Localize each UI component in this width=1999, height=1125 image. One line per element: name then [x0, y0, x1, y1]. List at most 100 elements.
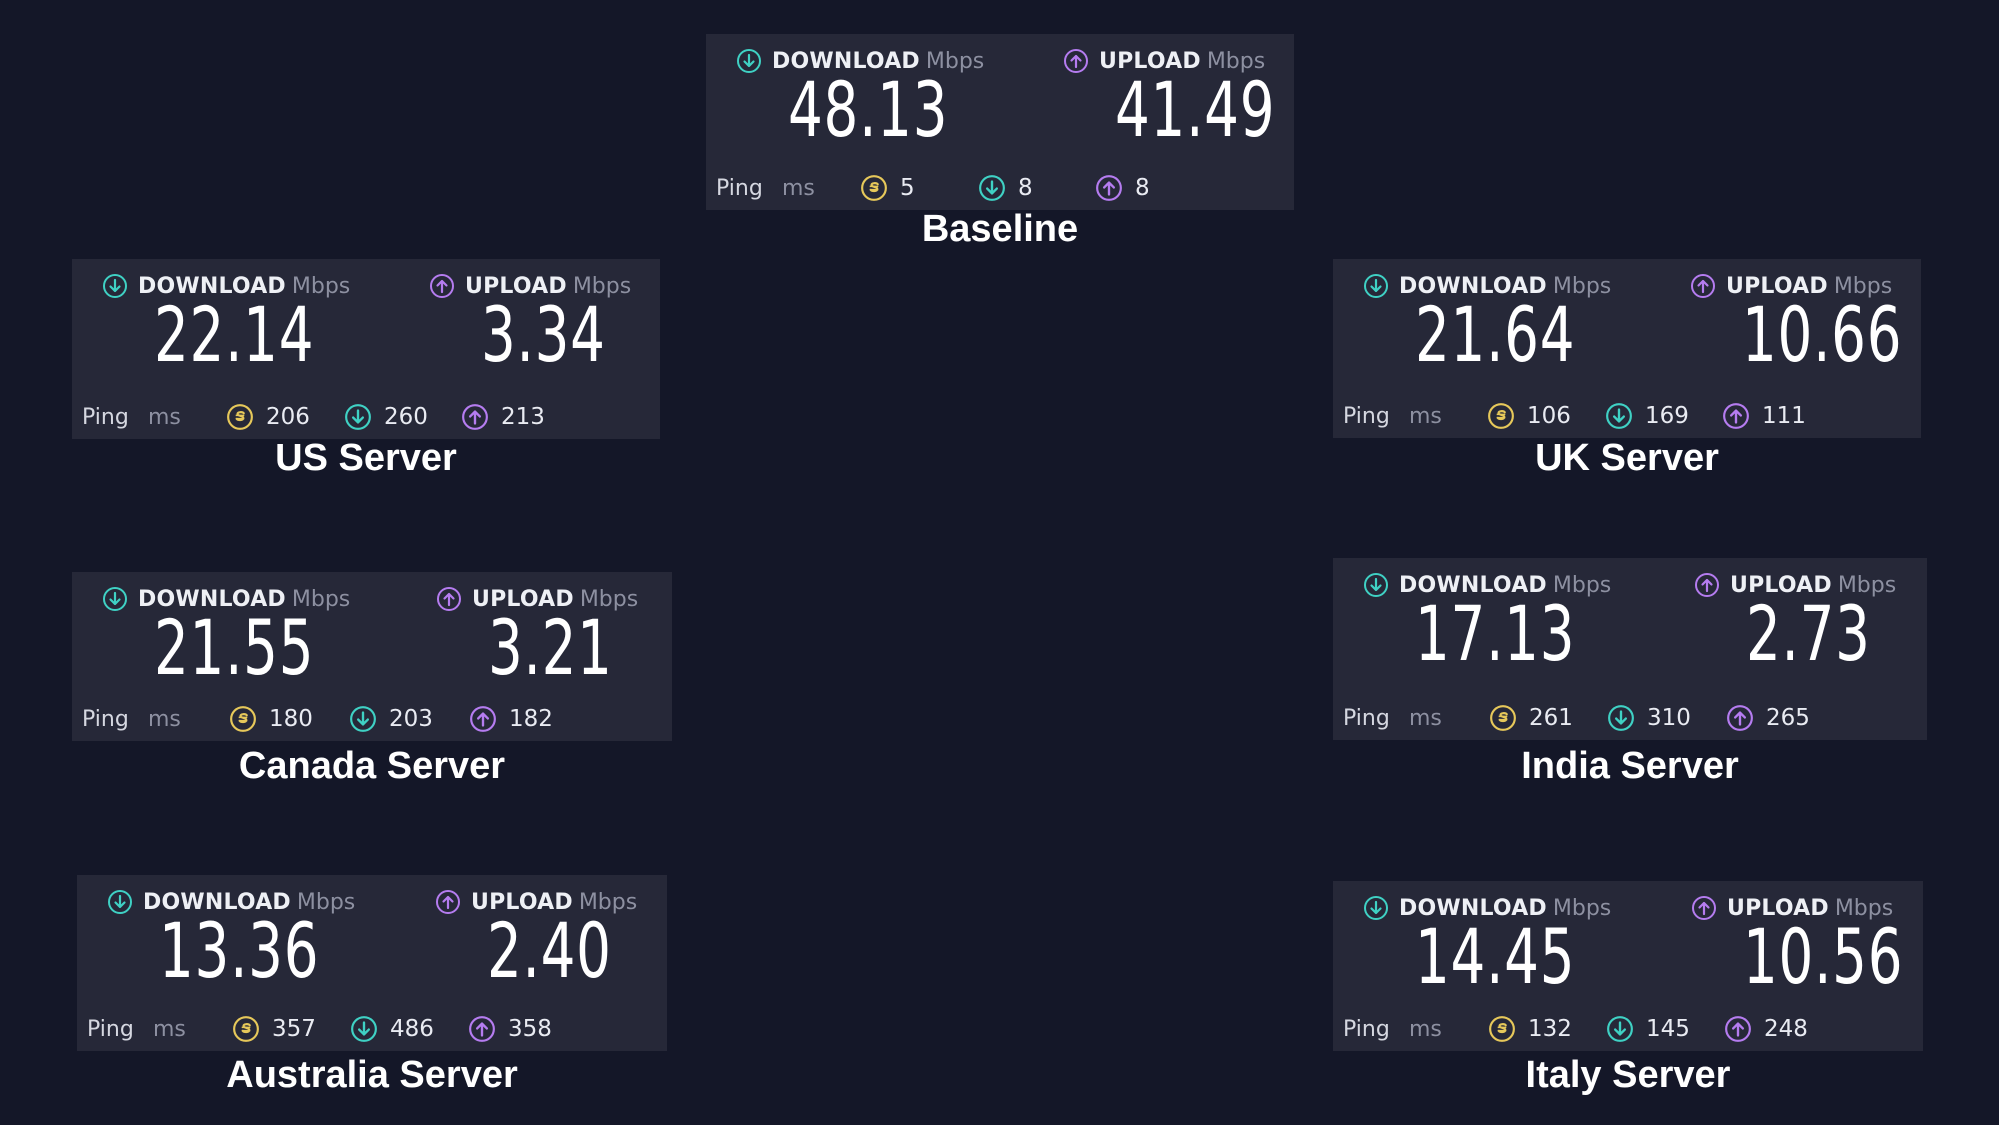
download-ping-icon: [1605, 402, 1633, 430]
ping-upload: 248: [1724, 1015, 1808, 1043]
ping-download-value: 310: [1647, 705, 1691, 731]
ping-upload: 265: [1726, 704, 1810, 732]
upload-ping-icon: [1722, 402, 1750, 430]
ping-upload: 358: [468, 1015, 552, 1043]
ping-download-value: 8: [1018, 175, 1033, 201]
upload-label: UPLOAD: [1099, 48, 1201, 74]
jitter-icon: [1487, 402, 1515, 430]
upload-speed-value: 3.34: [481, 290, 606, 379]
ping-value: 206: [266, 404, 310, 430]
upload-speed-value: 41.49: [1115, 65, 1276, 154]
ping-download: 169: [1605, 402, 1689, 430]
download-speed-value: 17.13: [1415, 589, 1576, 678]
upload-icon: [1063, 48, 1089, 74]
upload-speed-value: 10.56: [1743, 912, 1904, 1001]
upload-ping-icon: [468, 1015, 496, 1043]
caption-canada: Canada Server: [238, 745, 506, 787]
result-card-uk: DOWNLOAD Mbps 21.64 UPLOAD Mbps 10.66 Pi…: [1333, 259, 1921, 438]
upload-ping-icon: [1724, 1015, 1752, 1043]
ping-label: Ping: [716, 176, 763, 201]
ping-value: 180: [269, 706, 313, 732]
result-card-us: DOWNLOAD Mbps 22.14 UPLOAD Mbps 3.34 Pin…: [72, 259, 660, 439]
ping-upload-value: 248: [1764, 1016, 1808, 1042]
jitter-icon: [860, 174, 888, 202]
upload-icon: [1691, 895, 1717, 921]
ping-row: Ping ms 106 169 111: [1343, 400, 1911, 434]
upload-unit: Mbps: [1837, 572, 1897, 598]
ping-download-value: 260: [384, 404, 428, 430]
caption-australia: Australia Server: [226, 1054, 518, 1096]
ping-label: Ping: [87, 1017, 134, 1042]
ping-download-value: 486: [390, 1016, 434, 1042]
ping-value: 132: [1528, 1016, 1572, 1042]
upload-unit: Mbps: [1833, 273, 1893, 299]
download-icon: [107, 889, 133, 915]
download-unit: Mbps: [1552, 895, 1612, 921]
upload-icon: [436, 586, 462, 612]
upload-label: UPLOAD: [1726, 273, 1828, 299]
upload-unit: Mbps: [1206, 48, 1266, 74]
upload-icon: [1694, 572, 1720, 598]
download-ping-icon: [978, 174, 1006, 202]
download-unit: Mbps: [1552, 572, 1612, 598]
ping-unit: ms: [153, 1017, 186, 1042]
upload-label: UPLOAD: [1730, 572, 1832, 598]
download-unit: Mbps: [925, 48, 985, 74]
caption-us: US Server: [275, 437, 457, 479]
download-label: DOWNLOAD: [772, 48, 920, 74]
download-icon: [1363, 572, 1389, 598]
result-card-italy: DOWNLOAD Mbps 14.45 UPLOAD Mbps 10.56 Pi…: [1333, 881, 1923, 1051]
jitter-icon: [1488, 1015, 1516, 1043]
caption-uk: UK Server: [1535, 437, 1719, 479]
upload-unit: Mbps: [579, 586, 639, 612]
upload-speed-value: 10.66: [1742, 290, 1903, 379]
result-card-baseline: DOWNLOAD Mbps 48.13 UPLOAD Mbps 41.49 Pi…: [706, 34, 1294, 210]
ping-label: Ping: [1343, 706, 1390, 731]
upload-label: UPLOAD: [471, 889, 573, 915]
upload-label: UPLOAD: [1727, 895, 1829, 921]
result-card-canada: DOWNLOAD Mbps 21.55 UPLOAD Mbps 3.21 Pin…: [72, 572, 672, 741]
download-ping-icon: [1606, 1015, 1634, 1043]
ping-jitter: 5: [860, 174, 915, 202]
ping-unit: ms: [1409, 1017, 1442, 1042]
ping-row: Ping ms 132 145 248: [1343, 1013, 1913, 1047]
ping-unit: ms: [148, 405, 181, 430]
ping-upload: 213: [461, 403, 545, 431]
result-card-india: DOWNLOAD Mbps 17.13 UPLOAD Mbps 2.73 Pin…: [1333, 558, 1927, 740]
ping-upload-value: 111: [1762, 403, 1806, 429]
ping-upload-value: 182: [509, 706, 553, 732]
ping-upload-value: 265: [1766, 705, 1810, 731]
download-unit: Mbps: [296, 889, 356, 915]
ping-upload: 182: [469, 705, 553, 733]
download-unit: Mbps: [1552, 273, 1612, 299]
download-speed-value: 21.55: [154, 603, 315, 692]
download-icon: [102, 586, 128, 612]
ping-row: Ping ms 180 203 182: [82, 703, 662, 737]
download-label: DOWNLOAD: [1399, 273, 1547, 299]
ping-jitter: 261: [1489, 704, 1573, 732]
download-ping-icon: [344, 403, 372, 431]
ping-row: Ping ms 206 260 213: [82, 401, 650, 435]
upload-ping-icon: [469, 705, 497, 733]
download-label: DOWNLOAD: [138, 273, 286, 299]
ping-download-value: 169: [1645, 403, 1689, 429]
ping-row: Ping ms 5 8 8: [716, 172, 1284, 206]
ping-label: Ping: [82, 707, 129, 732]
ping-label: Ping: [1343, 404, 1390, 429]
jitter-icon: [1489, 704, 1517, 732]
download-label: DOWNLOAD: [1399, 572, 1547, 598]
upload-icon: [429, 273, 455, 299]
ping-unit: ms: [148, 707, 181, 732]
upload-unit: Mbps: [1834, 895, 1894, 921]
ping-download-value: 203: [389, 706, 433, 732]
download-speed-value: 22.14: [154, 290, 315, 379]
upload-label: UPLOAD: [472, 586, 574, 612]
download-icon: [1363, 273, 1389, 299]
result-card-australia: DOWNLOAD Mbps 13.36 UPLOAD Mbps 2.40 Pin…: [77, 875, 667, 1051]
upload-speed-value: 2.73: [1746, 589, 1871, 678]
ping-download: 310: [1607, 704, 1691, 732]
download-label: DOWNLOAD: [1399, 895, 1547, 921]
ping-value: 357: [272, 1016, 316, 1042]
download-speed-value: 14.45: [1415, 912, 1576, 1001]
upload-unit: Mbps: [572, 273, 632, 299]
